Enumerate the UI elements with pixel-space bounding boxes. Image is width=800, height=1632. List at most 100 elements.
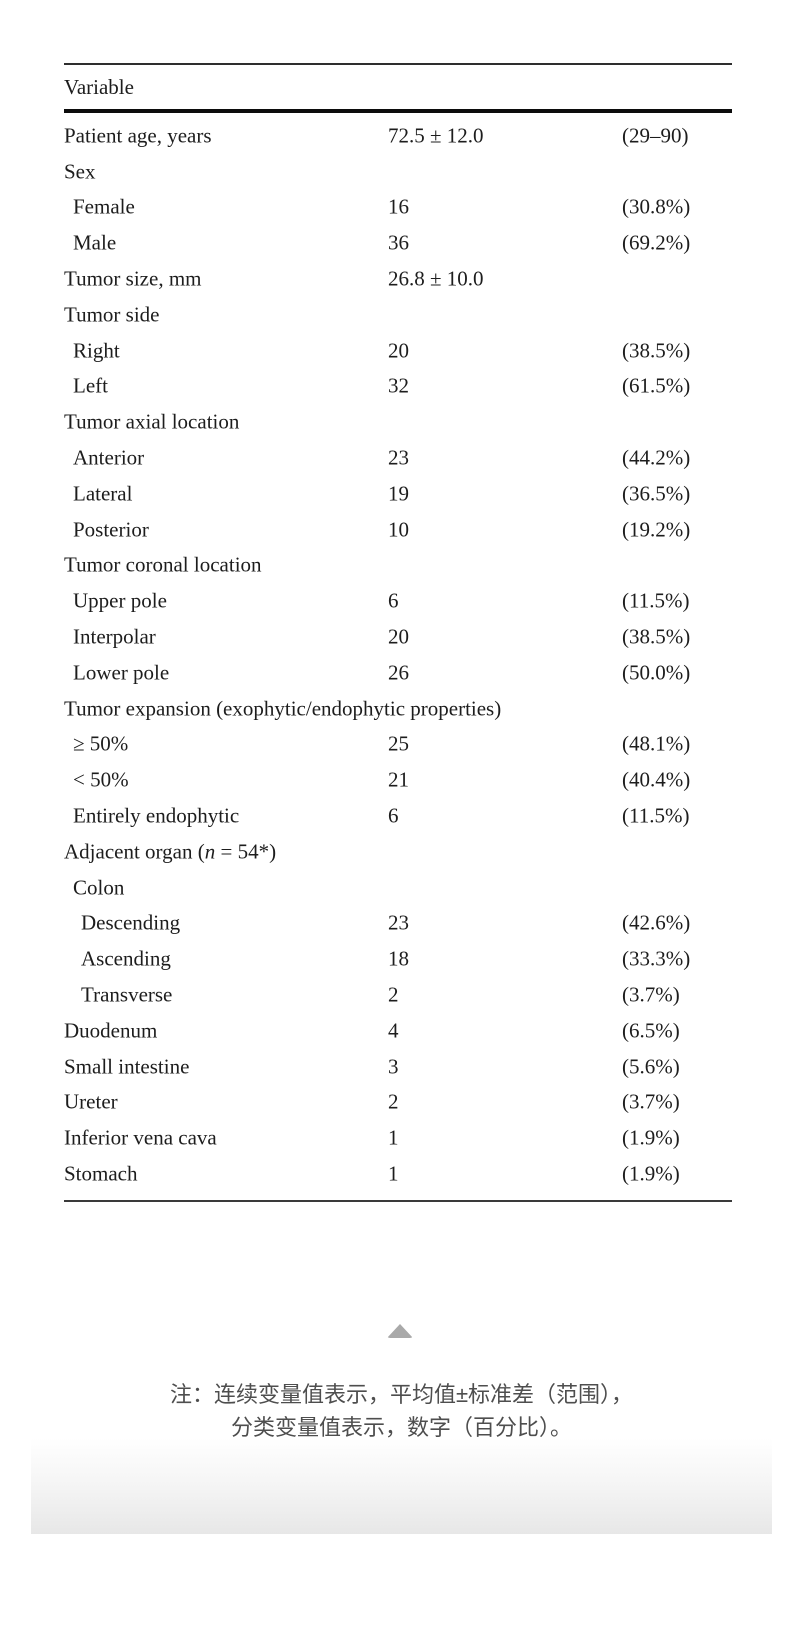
row-label: Tumor size, mm bbox=[64, 266, 202, 291]
table-row: Small intestine 3 (5.6%) bbox=[64, 1049, 732, 1085]
row-label: Ascending bbox=[81, 946, 171, 971]
triangle-up-icon bbox=[387, 1324, 413, 1338]
table-row: Stomach 1 (1.9%) bbox=[64, 1156, 732, 1192]
row-value: 19 bbox=[388, 481, 409, 506]
row-value: 1 bbox=[388, 1161, 399, 1186]
row-label: Anterior bbox=[73, 445, 145, 470]
row-label: Tumor axial location bbox=[64, 409, 240, 434]
row-value: 1 bbox=[388, 1125, 399, 1150]
row-label: Male bbox=[73, 230, 117, 255]
table-row: Tumor size, mm 26.8 ± 10.0 bbox=[64, 261, 732, 297]
table-note: 注：连续变量值表示，平均值±标准差（范围）， 分类变量值表示，数字（百分比）。 bbox=[31, 1378, 772, 1444]
row-value: 21 bbox=[388, 767, 409, 792]
table-row: Lower pole 26 (50.0%) bbox=[64, 655, 732, 691]
row-value: 16 bbox=[388, 194, 409, 219]
row-percent: (11.5%) bbox=[622, 803, 690, 828]
row-percent: (3.7%) bbox=[622, 1089, 680, 1114]
table-row: Anterior 23 (44.2%) bbox=[64, 440, 732, 476]
row-percent: (11.5%) bbox=[622, 588, 690, 613]
row-label: Posterior bbox=[73, 517, 149, 542]
table-row: ≥ 50% 25 (48.1%) bbox=[64, 727, 732, 763]
row-percent: (40.4%) bbox=[622, 767, 691, 792]
row-value: 2 bbox=[388, 982, 399, 1007]
page-bottom-shadow bbox=[31, 1438, 772, 1534]
table-rule-top bbox=[64, 63, 732, 65]
row-label: Ureter bbox=[64, 1089, 118, 1114]
row-value: 20 bbox=[388, 624, 409, 649]
table-row: Adjacent organ (n = 54*) bbox=[64, 834, 732, 870]
row-label: Entirely endophytic bbox=[73, 803, 240, 828]
row-label: Left bbox=[73, 373, 108, 398]
table-row: Male 36 (69.2%) bbox=[64, 225, 732, 261]
note-line-2: 分类变量值表示，数字（百分比）。 bbox=[230, 1415, 572, 1440]
row-percent: (1.9%) bbox=[622, 1125, 680, 1150]
table-row: Left 32 (61.5%) bbox=[64, 369, 732, 405]
row-label: Transverse bbox=[81, 982, 173, 1007]
row-percent: (19.2%) bbox=[622, 517, 691, 542]
row-value: 2 bbox=[388, 1089, 399, 1114]
patient-characteristics-table: Variable Patient age, years 72.5 ± 12.0 (2… bbox=[64, 63, 732, 1202]
row-value: 36 bbox=[388, 230, 409, 255]
note-line-1: 注：连续变量值表示，平均值±标准差（范围）， bbox=[169, 1382, 634, 1407]
row-label: Descending bbox=[81, 910, 181, 935]
table-header-row: Variable bbox=[64, 65, 732, 109]
table-row: Lateral 19 (36.5%) bbox=[64, 476, 732, 512]
table-row: Tumor axial location bbox=[64, 404, 732, 440]
table-row: Inferior vena cava 1 (1.9%) bbox=[64, 1120, 732, 1156]
row-value: 6 bbox=[388, 588, 399, 613]
row-label: Lateral bbox=[73, 481, 133, 506]
row-value: 20 bbox=[388, 338, 409, 363]
row-percent: (42.6%) bbox=[622, 910, 691, 935]
row-value: 25 bbox=[388, 731, 409, 756]
row-label: Female bbox=[73, 194, 135, 219]
row-value: 4 bbox=[388, 1018, 399, 1043]
row-percent: (33.3%) bbox=[622, 946, 691, 971]
row-label: Adjacent organ (n = 54*) bbox=[64, 839, 277, 864]
row-value: 23 bbox=[388, 445, 409, 470]
row-value: 26.8 ± 10.0 bbox=[388, 266, 484, 291]
row-percent: (3.7%) bbox=[622, 982, 680, 1007]
row-label: Inferior vena cava bbox=[64, 1125, 217, 1150]
table-row: Patient age, years 72.5 ± 12.0 (29–90) bbox=[64, 118, 732, 154]
table-rule-header bbox=[64, 109, 732, 113]
table-row: Descending 23 (42.6%) bbox=[64, 906, 732, 942]
table-body: Patient age, years 72.5 ± 12.0 (29–90) Sex F… bbox=[64, 113, 732, 1200]
row-percent: (36.5%) bbox=[622, 481, 691, 506]
row-label: Right bbox=[73, 338, 120, 363]
row-percent: (44.2%) bbox=[622, 445, 691, 470]
row-label: Duodenum bbox=[64, 1018, 158, 1043]
table-row: Entirely endophytic 6 (11.5%) bbox=[64, 798, 732, 834]
row-label: Tumor expansion (exophytic/endophytic pr… bbox=[64, 696, 502, 721]
row-value: 23 bbox=[388, 910, 409, 935]
table-header-variable: Variable bbox=[64, 74, 134, 99]
row-label: Stomach bbox=[64, 1161, 138, 1186]
row-label: Sex bbox=[64, 159, 96, 184]
row-value: 6 bbox=[388, 803, 399, 828]
row-label: Patient age, years bbox=[64, 123, 212, 148]
row-percent: (61.5%) bbox=[622, 373, 691, 398]
table-row: Tumor coronal location bbox=[64, 548, 732, 584]
row-label: ≥ 50% bbox=[73, 731, 129, 756]
row-percent: (1.9%) bbox=[622, 1161, 680, 1186]
table-row: Ascending 18 (33.3%) bbox=[64, 941, 732, 977]
row-percent: (38.5%) bbox=[622, 624, 691, 649]
table-row: Upper pole 6 (11.5%) bbox=[64, 583, 732, 619]
row-percent: (5.6%) bbox=[622, 1054, 680, 1079]
row-value: 10 bbox=[388, 517, 409, 542]
table-row: Transverse 2 (3.7%) bbox=[64, 977, 732, 1013]
row-label: Small intestine bbox=[64, 1054, 190, 1079]
row-percent: (29–90) bbox=[622, 123, 689, 148]
table-row: Female 16 (30.8%) bbox=[64, 190, 732, 226]
row-value: 72.5 ± 12.0 bbox=[388, 123, 484, 148]
row-percent: (30.8%) bbox=[622, 194, 691, 219]
table-row: Colon bbox=[64, 870, 732, 906]
table-row: Sex bbox=[64, 154, 732, 190]
row-value: 26 bbox=[388, 660, 409, 685]
collapse-table-button[interactable] bbox=[383, 1320, 417, 1342]
table-row: Interpolar 20 (38.5%) bbox=[64, 619, 732, 655]
row-value: 32 bbox=[388, 373, 409, 398]
row-label: Upper pole bbox=[73, 588, 167, 613]
row-label: < 50% bbox=[73, 767, 129, 792]
row-percent: (38.5%) bbox=[622, 338, 691, 363]
row-value: 18 bbox=[388, 946, 409, 971]
